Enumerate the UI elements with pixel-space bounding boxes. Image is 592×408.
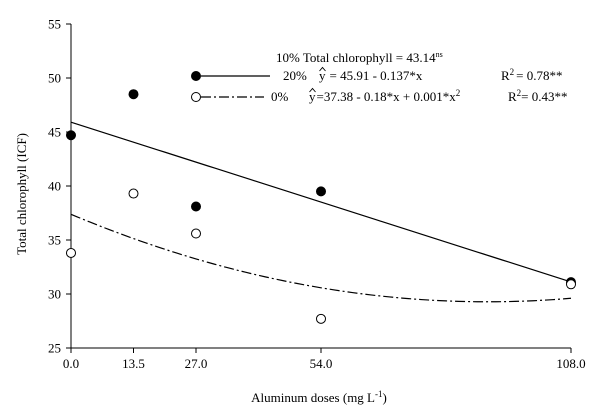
point-series-1 bbox=[66, 247, 76, 258]
x-axis-title: Aluminum doses (mg L-1) bbox=[251, 389, 387, 405]
point-series-1 bbox=[128, 188, 139, 199]
y-tick-label: 45 bbox=[48, 125, 61, 140]
legend-marker-0pct bbox=[191, 92, 201, 102]
y-tick-label: 40 bbox=[48, 179, 61, 194]
x-tick-label: 108.0 bbox=[556, 356, 585, 371]
legend-marker-20pct bbox=[191, 71, 201, 81]
y-tick-label: 35 bbox=[48, 233, 61, 248]
data-points bbox=[66, 89, 576, 324]
x-tick-label: 13.5 bbox=[122, 356, 145, 371]
y-axis-title: Total chlorophyll (ICF) bbox=[14, 133, 29, 255]
fit-line-1 bbox=[70, 213, 572, 303]
legend-equation-0pct: y=37.38 - 0.18*x + 0.001*x2 bbox=[309, 88, 460, 104]
point-series-1 bbox=[316, 313, 326, 324]
y-tick-label: 55 bbox=[48, 17, 61, 32]
legend-label-0pct: 0% bbox=[271, 89, 289, 104]
axes: 25 30 35 40 45 50 55 0.0 13.5 27.0 54.0 108.0 bbox=[48, 17, 586, 372]
hat-0pct bbox=[309, 87, 316, 93]
x-tick-label: 54.0 bbox=[310, 356, 333, 371]
legend-equation-20pct: y = 45.91 - 0.137*x bbox=[319, 68, 423, 83]
legend-label-20pct: 20% bbox=[283, 68, 307, 83]
fit-lines bbox=[70, 121, 572, 303]
point-series-1 bbox=[566, 279, 576, 290]
annotation-10pct: 10% Total chlorophyll = 43.14ns bbox=[276, 50, 443, 65]
fit-line-0 bbox=[70, 121, 572, 283]
y-tick-label: 25 bbox=[48, 341, 61, 356]
x-tick-label: 27.0 bbox=[185, 356, 208, 371]
y-tick-label: 30 bbox=[48, 287, 61, 302]
hat-20pct bbox=[319, 66, 326, 72]
legend: 10% Total chlorophyll = 43.14ns 20% y = 4… bbox=[191, 50, 568, 104]
legend-r2-0pct: R2= 0.43** bbox=[508, 88, 568, 104]
point-series-0 bbox=[66, 130, 76, 141]
legend-r2-20pct: R2 = 0.78** bbox=[501, 67, 563, 83]
point-series-0 bbox=[191, 201, 201, 212]
y-tick-label: 50 bbox=[48, 71, 61, 86]
point-series-0 bbox=[316, 186, 326, 197]
point-series-0 bbox=[128, 89, 139, 100]
x-tick-label: 0.0 bbox=[63, 356, 79, 371]
point-series-1 bbox=[191, 228, 201, 239]
